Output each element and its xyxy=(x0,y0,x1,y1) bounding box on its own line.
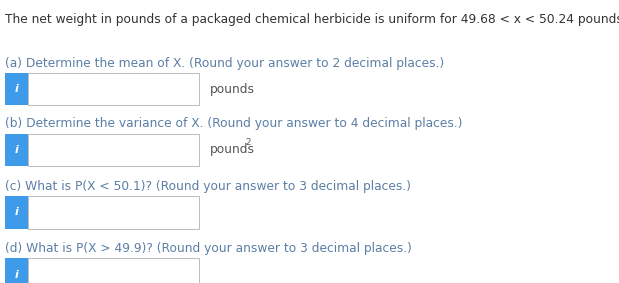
FancyBboxPatch shape xyxy=(5,134,28,166)
FancyBboxPatch shape xyxy=(28,258,199,283)
FancyBboxPatch shape xyxy=(5,196,28,229)
Text: The net weight in pounds of a packaged chemical herbicide is uniform for 49.68 <: The net weight in pounds of a packaged c… xyxy=(5,13,619,26)
Text: pounds: pounds xyxy=(210,83,255,96)
Text: (d) What is P(X > 49.9)? (Round your answer to 3 decimal places.): (d) What is P(X > 49.9)? (Round your ans… xyxy=(5,242,412,255)
FancyBboxPatch shape xyxy=(5,258,28,283)
FancyBboxPatch shape xyxy=(5,73,28,105)
Text: pounds: pounds xyxy=(210,143,255,156)
FancyBboxPatch shape xyxy=(28,73,199,105)
FancyBboxPatch shape xyxy=(28,134,199,166)
Text: (b) Determine the variance of X. (Round your answer to 4 decimal places.): (b) Determine the variance of X. (Round … xyxy=(5,117,462,130)
FancyBboxPatch shape xyxy=(28,196,199,229)
Text: 2: 2 xyxy=(246,138,251,147)
Text: i: i xyxy=(15,269,19,280)
Text: (a) Determine the mean of X. (Round your answer to 2 decimal places.): (a) Determine the mean of X. (Round your… xyxy=(5,57,444,70)
Text: i: i xyxy=(15,207,19,217)
Text: (c) What is P(X < 50.1)? (Round your answer to 3 decimal places.): (c) What is P(X < 50.1)? (Round your ans… xyxy=(5,180,411,193)
Text: i: i xyxy=(15,145,19,155)
Text: i: i xyxy=(15,84,19,94)
